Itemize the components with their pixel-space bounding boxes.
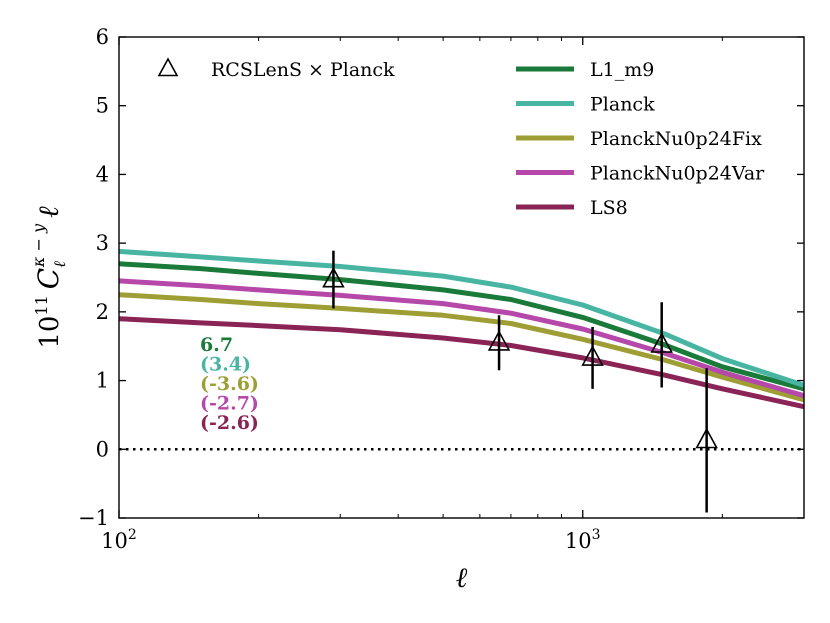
series-line-planck — [119, 248, 804, 388]
legend-label-planck: Planck — [590, 94, 655, 116]
data-points-layer — [322, 250, 718, 513]
plot-frame — [118, 36, 805, 519]
legend-label-plancknu0p24var: PlanckNu0p24Var — [590, 163, 765, 185]
legend-label-plancknu0p24fix: PlanckNu0p24Fix — [590, 128, 762, 150]
legend-label-ls8: LS8 — [590, 197, 628, 219]
y-tick-label: 6 — [96, 25, 109, 49]
legend: RCSLenS × Planck L1_m9 Planck PlanckNu0p24F… — [157, 57, 765, 219]
series-layer — [119, 248, 804, 410]
data-point-marker — [322, 266, 345, 288]
y-tick-label: 0 — [96, 437, 109, 461]
series-line-ls8 — [119, 316, 804, 410]
annotation-value: 6.7 — [200, 334, 233, 356]
annotation-value: (-2.6) — [200, 412, 259, 434]
data-point-marker — [650, 332, 673, 353]
y-axis-label: 1011Cℓκ − yℓ — [29, 206, 69, 349]
x-tick-base: 10 — [101, 529, 128, 553]
y-label-sub: ℓ — [50, 261, 69, 268]
annotation-values: 6.7(3.4)(-3.6)(-2.7)(-2.6) — [200, 334, 259, 434]
y-label-symbol: C — [32, 268, 65, 289]
series-line-plancknu0p24fix — [119, 292, 804, 403]
x-tick-label: 102 — [101, 527, 137, 553]
data-point-marker — [695, 427, 718, 449]
annotation-value: (3.4) — [200, 354, 251, 376]
y-label-prefix: 10 — [35, 316, 65, 349]
y-label-sup: κ − y — [29, 223, 48, 268]
x-tick-label: 103 — [565, 527, 601, 553]
legend-label-l1-m9: L1_m9 — [590, 59, 654, 81]
y-tick-label: 2 — [96, 300, 109, 324]
y-tick-label: 3 — [96, 231, 109, 255]
data-point-marker — [581, 345, 604, 366]
x-axis-label: ℓ — [456, 561, 468, 594]
x-tick-base: 10 — [565, 529, 592, 553]
y-tick-label: 1 — [96, 369, 109, 393]
x-tick-exp: 3 — [592, 527, 601, 543]
legend-marker-data-points — [157, 57, 179, 77]
y-label-exp: 11 — [32, 295, 51, 315]
data-point-marker — [487, 330, 511, 351]
y-tick-label: 4 — [96, 162, 109, 186]
annotation-value: (-3.6) — [200, 373, 259, 395]
series-line-plancknu0p24var — [119, 278, 804, 399]
legend-label-data-points: RCSLenS × Planck — [211, 59, 395, 81]
x-tick-exp: 2 — [128, 527, 137, 543]
y-tick-label: −1 — [78, 506, 109, 530]
annotation-value: (-2.7) — [200, 393, 259, 415]
y-label-suffix: ℓ — [32, 206, 65, 218]
y-tick-label: 5 — [96, 94, 109, 118]
series-line-l1-m9 — [119, 261, 804, 392]
